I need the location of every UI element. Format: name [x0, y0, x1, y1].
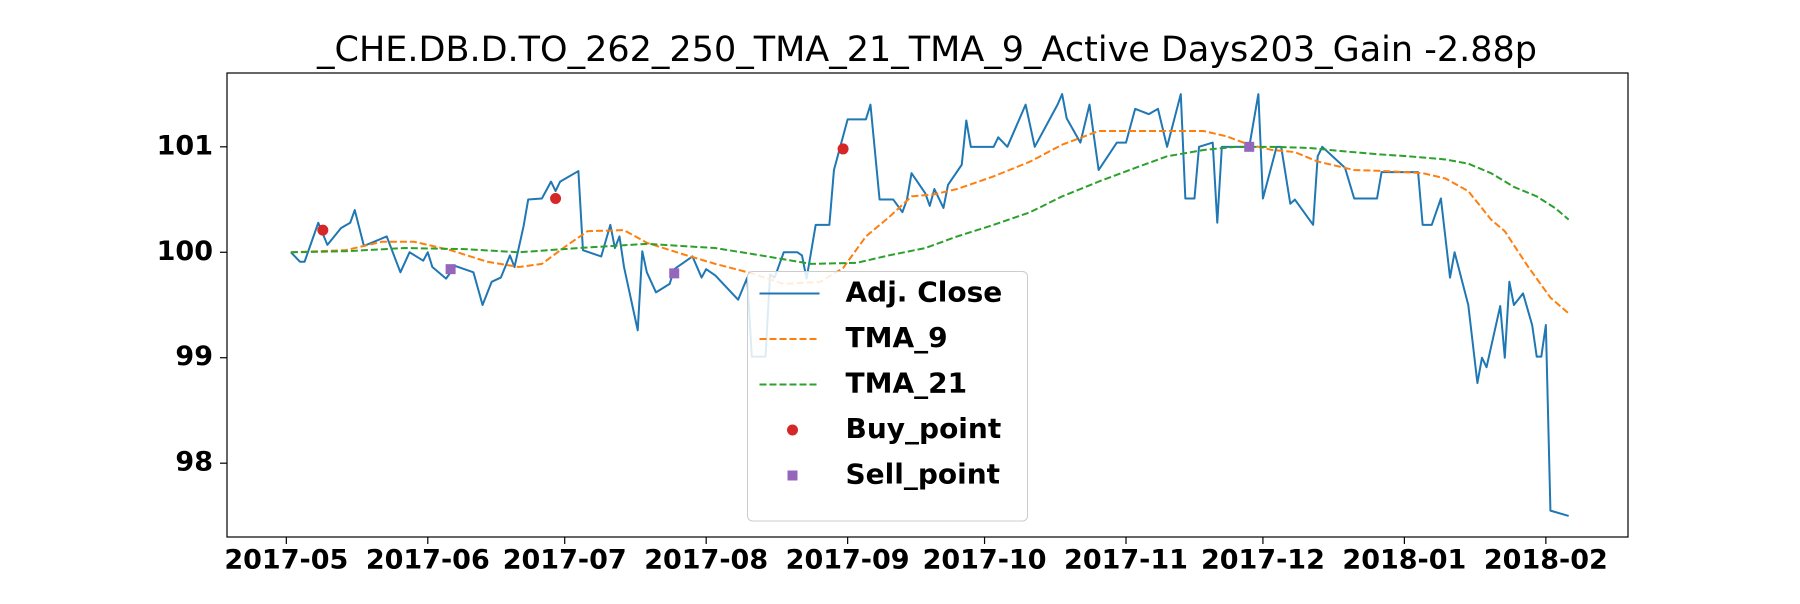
- x-tick-label: 2017-12: [1201, 545, 1325, 576]
- legend-label: Sell_point: [846, 458, 1001, 491]
- x-tick-label: 2017-05: [224, 545, 348, 576]
- series-line: [290, 145, 1570, 265]
- legend-swatch: [787, 424, 798, 436]
- x-tick-label: 2017-08: [644, 545, 768, 576]
- sell-marker: [1244, 141, 1255, 152]
- legend-swatch: [787, 470, 798, 481]
- buy-marker: [317, 224, 329, 236]
- legend-box: [747, 271, 1028, 522]
- y-tick-label: 101: [157, 130, 213, 161]
- y-tick-label: 99: [175, 341, 213, 372]
- x-tick-label: 2017-11: [1064, 545, 1188, 576]
- legend: Adj. Close TMA_9 TMA_21 Buy_point Sell_point: [747, 271, 1028, 522]
- x-tick-label: 2017-07: [503, 545, 627, 576]
- y-tick-label: 100: [157, 236, 213, 267]
- legend-label: Adj. Close: [846, 276, 1003, 309]
- sell-marker: [445, 264, 456, 275]
- chart-title: _CHE.DB.D.TO_262_250_TMA_21_TMA_9_Active…: [316, 30, 1537, 70]
- legend-label: TMA_9: [846, 321, 948, 354]
- legend-label: TMA_21: [846, 367, 968, 400]
- sell-marker: [669, 268, 680, 279]
- buy-marker: [550, 192, 562, 204]
- x-tick-label: 2017-09: [786, 545, 910, 576]
- x-tick-label: 2017-10: [923, 545, 1047, 576]
- x-tick-label: 2017-06: [366, 545, 490, 576]
- legend-label: Buy_point: [846, 412, 1002, 445]
- series-line: [290, 130, 1570, 315]
- series-line: [290, 93, 1569, 517]
- plot-area: [226, 72, 1629, 538]
- axes-frame: [226, 72, 1629, 538]
- y-tick-label: 98: [175, 447, 213, 478]
- buy-marker: [837, 143, 849, 155]
- x-tick-label: 2018-01: [1342, 545, 1466, 576]
- x-tick-label: 2018-02: [1484, 545, 1608, 576]
